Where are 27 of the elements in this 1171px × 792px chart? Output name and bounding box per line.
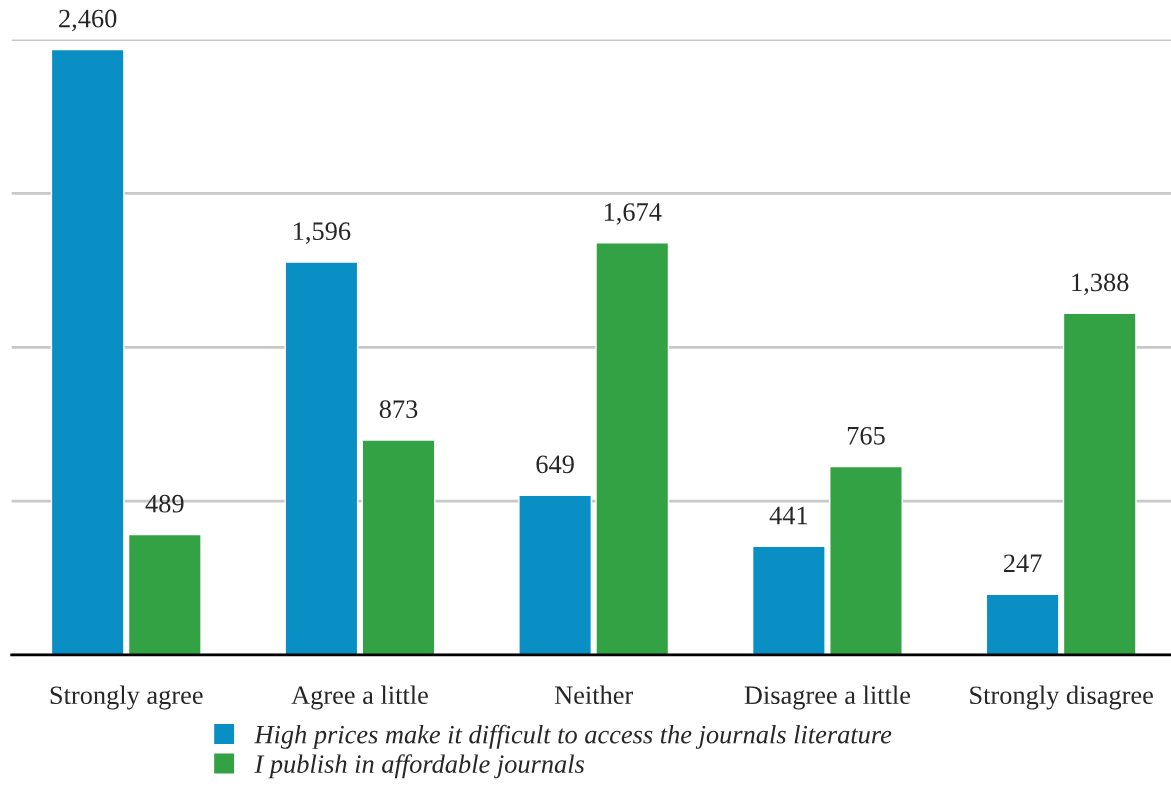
x-tick-label: Neither <box>554 685 634 705</box>
bar <box>829 465 903 655</box>
data-label: 1,388 <box>1072 273 1129 296</box>
x-tick-label: Agree a little <box>291 685 428 710</box>
data-label: 1,674 <box>604 203 662 225</box>
bar <box>127 533 202 655</box>
x-tick-label: Disagree a little <box>744 685 911 710</box>
data-label: 1,596 <box>294 222 351 244</box>
data-label: 765 <box>847 426 885 445</box>
data-label: 441 <box>769 506 808 525</box>
data-label: 649 <box>536 455 574 474</box>
bar <box>361 439 436 655</box>
x-tick-label: Strongly agree <box>50 685 203 710</box>
legend-label: High prices make it difficult to access the journals literature <box>254 724 892 749</box>
x-tick-label: Strongly disagree <box>970 685 1153 710</box>
data-label: 489 <box>145 494 184 513</box>
bar <box>50 48 125 655</box>
bar <box>751 545 826 655</box>
data-label: 247 <box>1003 554 1042 572</box>
bar <box>518 494 593 655</box>
data-label: 2,460 <box>59 9 117 32</box>
bar <box>985 593 1060 655</box>
bar <box>284 261 359 655</box>
bar <box>1062 312 1137 655</box>
bar <box>595 242 670 655</box>
legend-label: I publish in affordable journals <box>254 754 585 779</box>
data-label: 873 <box>379 400 418 419</box>
